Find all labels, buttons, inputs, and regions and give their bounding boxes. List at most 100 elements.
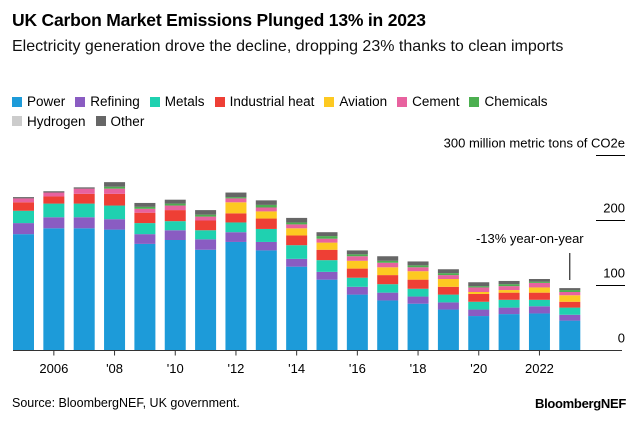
bar-2013-aviation bbox=[255, 211, 277, 219]
bar-2022-industrial-heat bbox=[528, 292, 550, 300]
bar-2017-aviation bbox=[377, 267, 399, 276]
legend-label: Refining bbox=[90, 94, 140, 109]
bar-2011-other bbox=[195, 210, 217, 215]
bar-2010-metals bbox=[164, 221, 186, 231]
bar-2005-refining bbox=[13, 223, 34, 235]
bar-2023-industrial-heat bbox=[559, 301, 581, 308]
bar-2014-refining bbox=[286, 258, 308, 267]
bar-2022-refining bbox=[528, 306, 550, 314]
bar-2011-power bbox=[195, 249, 217, 351]
bar-2007-refining bbox=[73, 217, 95, 229]
bar-2008-chemicals bbox=[104, 186, 126, 189]
bar-2017-other bbox=[377, 256, 399, 261]
bar-2013-refining bbox=[255, 241, 277, 251]
legend-item-refining: Refining bbox=[75, 92, 140, 111]
unit-label: 300 million metric tons of CO2e bbox=[444, 136, 625, 151]
legend-swatch bbox=[75, 96, 86, 107]
legend-item-chemicals: Chemicals bbox=[469, 92, 547, 111]
bar-2013-chemicals bbox=[255, 204, 277, 208]
bar-2007-other bbox=[73, 187, 95, 189]
bar-2023-cement bbox=[559, 292, 581, 296]
bar-2018-aviation bbox=[407, 271, 429, 280]
bar-2009-industrial-heat bbox=[134, 212, 156, 224]
legend-label: Industrial heat bbox=[229, 94, 315, 109]
bar-2021-aviation bbox=[498, 290, 520, 293]
bar-2022-other bbox=[528, 279, 550, 282]
bar-2016-power bbox=[346, 294, 368, 351]
bar-2009-cement bbox=[134, 208, 156, 213]
bar-2012-industrial-heat bbox=[225, 213, 247, 223]
bar-2014-power bbox=[286, 266, 308, 351]
bar-2009-refining bbox=[134, 234, 156, 244]
bar-2022-aviation bbox=[528, 287, 550, 293]
bar-2020-other bbox=[468, 282, 490, 287]
bar-2021-cement bbox=[498, 286, 520, 291]
bar-2015-aviation bbox=[316, 242, 338, 250]
bar-2007-cement bbox=[73, 188, 95, 194]
bar-2007-industrial-heat bbox=[73, 193, 95, 204]
bar-2020-industrial-heat bbox=[468, 293, 490, 302]
x-tick-label: '12 bbox=[227, 361, 244, 376]
bar-2022-metals bbox=[528, 299, 550, 307]
bar-2023-metals bbox=[559, 307, 581, 315]
x-tick-label: '20 bbox=[470, 361, 487, 376]
bar-2020-power bbox=[468, 316, 490, 351]
bar-2006-cement bbox=[43, 192, 65, 197]
bar-2011-cement bbox=[195, 216, 217, 221]
y-tick-label: 200 bbox=[603, 201, 625, 216]
legend-swatch bbox=[469, 96, 480, 107]
bar-2021-other bbox=[498, 280, 520, 285]
chart-title: UK Carbon Market Emissions Plunged 13% i… bbox=[12, 10, 426, 30]
bar-2020-chemicals bbox=[468, 286, 490, 288]
bar-2010-refining bbox=[164, 230, 186, 240]
bar-2018-industrial-heat bbox=[407, 279, 429, 289]
legend-label: Chemicals bbox=[484, 94, 548, 109]
bar-2022-chemicals bbox=[528, 281, 550, 283]
bar-2018-refining bbox=[407, 296, 429, 304]
bar-2023-power bbox=[559, 320, 581, 351]
bar-2023-refining bbox=[559, 314, 581, 321]
bar-2008-metals bbox=[104, 205, 126, 220]
bar-2017-cement bbox=[377, 262, 399, 268]
bar-2008-industrial-heat bbox=[104, 193, 126, 206]
bar-2006-refining bbox=[43, 217, 65, 229]
bar-2021-refining bbox=[498, 307, 520, 315]
bar-2013-cement bbox=[255, 207, 277, 212]
bar-2014-chemicals bbox=[286, 222, 308, 225]
bar-2014-industrial-heat bbox=[286, 235, 308, 246]
bar-2013-power bbox=[255, 250, 277, 351]
brand-logo: BloombergNEF bbox=[534, 396, 626, 411]
bar-2021-metals bbox=[498, 299, 520, 308]
bar-2021-industrial-heat bbox=[498, 292, 520, 300]
bar-2010-industrial-heat bbox=[164, 210, 186, 222]
legend-label: Power bbox=[27, 94, 66, 109]
bar-2017-chemicals bbox=[377, 260, 399, 263]
bar-2014-aviation bbox=[286, 228, 308, 236]
bar-2015-other bbox=[316, 232, 338, 237]
bar-2006-power bbox=[43, 228, 65, 351]
y-tick-label: 100 bbox=[603, 266, 625, 281]
bar-2011-refining bbox=[195, 239, 217, 250]
annotation-label: -13% year-on-year bbox=[476, 231, 584, 246]
bar-2014-other bbox=[286, 217, 308, 223]
bar-2022-cement bbox=[528, 282, 550, 288]
bar-2007-metals bbox=[73, 203, 95, 218]
bar-2008-power bbox=[104, 229, 126, 351]
bar-2015-refining bbox=[316, 271, 338, 280]
bar-2013-industrial-heat bbox=[255, 218, 277, 229]
bar-2019-cement bbox=[437, 275, 459, 279]
bar-2014-cement bbox=[286, 224, 308, 229]
bar-2010-chemicals bbox=[164, 203, 186, 206]
x-tick-label: '08 bbox=[106, 361, 123, 376]
bar-2009-metals bbox=[134, 223, 156, 235]
bar-2016-cement bbox=[346, 256, 368, 261]
legend-label: Aviation bbox=[339, 94, 388, 109]
bar-2008-cement bbox=[104, 188, 126, 194]
legend-item-aviation: Aviation bbox=[324, 92, 387, 111]
bar-2012-refining bbox=[225, 232, 247, 242]
legend-item-industrial-heat: Industrial heat bbox=[214, 92, 315, 111]
bar-2023-aviation bbox=[559, 295, 581, 302]
y-tick-label: 0 bbox=[618, 331, 625, 346]
bar-2019-chemicals bbox=[437, 273, 459, 276]
bar-2017-refining bbox=[377, 292, 399, 301]
